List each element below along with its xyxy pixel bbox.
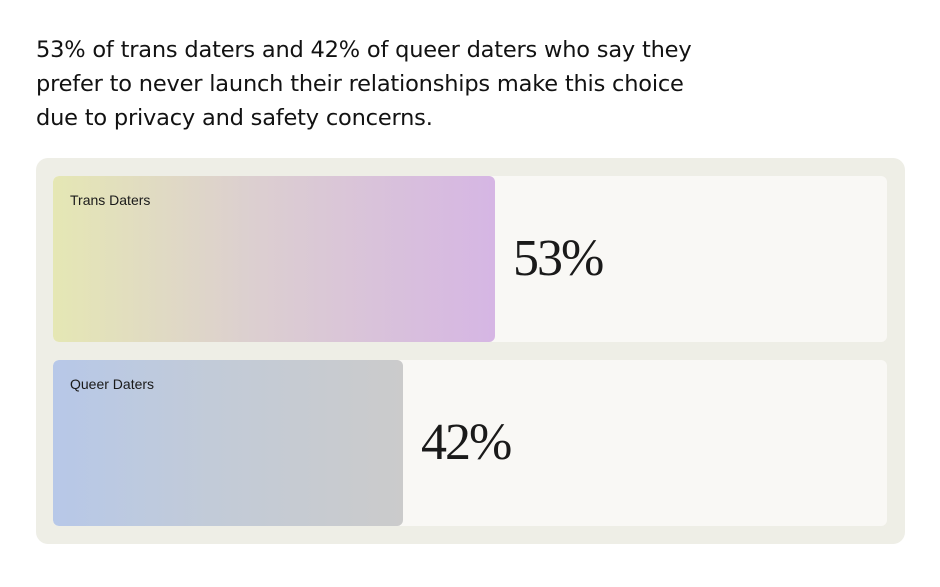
bar-track-trans: Trans Daters 53% bbox=[53, 176, 887, 342]
bar-track-queer: Queer Daters 42% bbox=[53, 360, 887, 526]
bar-value-trans: 53% bbox=[513, 230, 604, 287]
chart-title: 53% of trans daters and 42% of queer dat… bbox=[36, 37, 692, 131]
bar-trans-daters bbox=[53, 176, 495, 342]
bar-queer-daters bbox=[53, 360, 403, 526]
bar-value-queer: 42% bbox=[421, 414, 512, 471]
bar-label-trans: Trans Daters bbox=[70, 192, 151, 208]
bar-label-queer: Queer Daters bbox=[70, 376, 155, 392]
